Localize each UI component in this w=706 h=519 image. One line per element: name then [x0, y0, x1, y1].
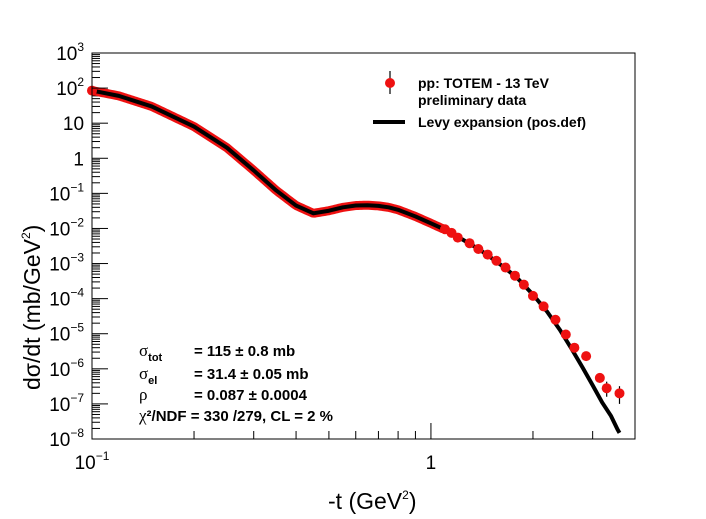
fit-sigma-el: σel = 31.4 ± 0.05 mb [139, 364, 309, 387]
legend-fit-label: Levy expansion (pos.def) [418, 114, 586, 130]
y-tick-label: 10−5 [49, 321, 84, 346]
data-point [581, 351, 592, 362]
data-point [473, 243, 484, 254]
x-tick-label: 10−1 [75, 449, 110, 474]
legend-data-marker [385, 78, 395, 88]
fit-chi2: χ²/NDF = 330 /279, CL = 2 % [138, 406, 333, 425]
data-point [560, 329, 571, 340]
y-tick-label: 10−4 [49, 286, 84, 311]
data-point [482, 249, 493, 260]
data-point [500, 262, 511, 273]
y-tick-label: 10−7 [49, 391, 84, 416]
plot-frame [91, 52, 636, 440]
fit-sigma-tot: σtot = 115 ± 0.8 mb [139, 341, 295, 364]
data-point [452, 232, 463, 243]
y-tick-label: 10 [63, 114, 84, 135]
legend-data-label-line2: preliminary data [418, 92, 526, 108]
data-point [538, 301, 549, 312]
legend: pp: TOTEM - 13 TeV preliminary data Levy… [373, 71, 586, 130]
points-layer [87, 85, 625, 404]
legend-data-label: pp: TOTEM - 13 TeV [418, 75, 550, 91]
fit-rho: ρ = 0.087 ± 0.0004 [139, 385, 308, 404]
data-point [594, 372, 605, 383]
tick-labels: 10310210110−110−210−310−410−510−610−710−… [49, 40, 436, 474]
y-tick-label: 10−1 [49, 180, 84, 205]
y-tick-label: 102 [56, 75, 84, 100]
data-point [509, 270, 520, 281]
fit-results: σtot = 115 ± 0.8 mb σel = 31.4 ± 0.05 mb ρ… [138, 341, 333, 425]
minor-ticks [92, 54, 636, 439]
y-tick-label: 1 [73, 149, 84, 170]
x-axis-title: -t (GeV2) [328, 488, 416, 514]
y-tick-label: 10−8 [49, 426, 84, 451]
y-tick-label: 103 [56, 40, 84, 65]
data-point [601, 383, 612, 394]
data-point [518, 279, 529, 290]
data-point [464, 238, 475, 249]
data-point [491, 255, 502, 266]
data-point [569, 342, 580, 353]
y-tick-label: 10−6 [49, 356, 84, 381]
data-point [527, 290, 538, 301]
data-point [614, 388, 625, 399]
y-tick-label: 10−3 [49, 251, 84, 276]
x-tick-label: 1 [426, 453, 437, 474]
y-tick-label: 10−2 [49, 215, 84, 240]
y-axis-title: dσ/dt (mb/GeV2) [19, 225, 45, 390]
major-ticks [91, 52, 432, 440]
data-point [550, 314, 561, 325]
